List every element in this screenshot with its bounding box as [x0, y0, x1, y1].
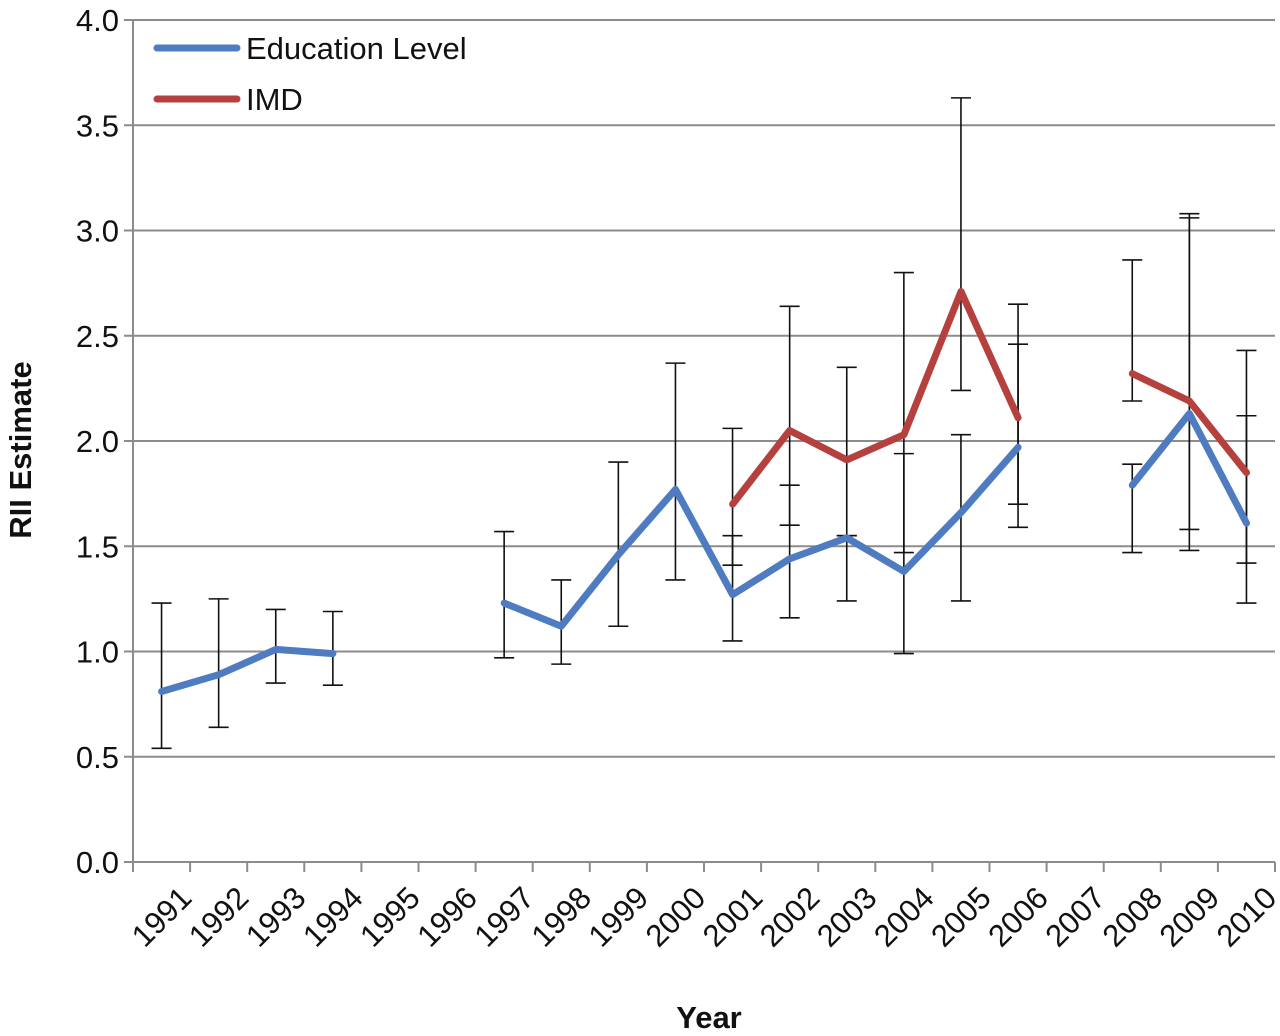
- x-axis-title: Year: [676, 1000, 742, 1035]
- x-tick-label-1997: 1997: [467, 880, 541, 954]
- x-tick-label-2004: 2004: [867, 880, 941, 954]
- y-tick-labels: 0.0 0.5 1.0 1.5 2.0 2.5 3.0 3.5 4.0: [76, 3, 119, 880]
- x-tick-label-1992: 1992: [182, 880, 256, 954]
- x-tick-label-2009: 2009: [1153, 880, 1227, 954]
- y-tick-label: 2.0: [76, 424, 119, 459]
- x-tick-label-1999: 1999: [582, 880, 656, 954]
- y-tick-label: 3.0: [76, 214, 119, 249]
- y-tick-label: 0.5: [76, 740, 119, 775]
- y-tick-label: 1.0: [76, 635, 119, 670]
- x-tick-label-2010: 2010: [1210, 880, 1280, 954]
- legend: Education Level IMD: [153, 31, 467, 117]
- error-bars: [151, 97, 1257, 750]
- x-tick-label-2000: 2000: [639, 880, 713, 954]
- gridlines: [124, 19, 1275, 863]
- x-tick-label-2003: 2003: [810, 880, 884, 954]
- x-tick-label-2002: 2002: [753, 880, 827, 954]
- y-tick-label: 4.0: [76, 3, 119, 38]
- x-tick-label-1994: 1994: [296, 880, 370, 954]
- x-tick-label-1998: 1998: [525, 880, 599, 954]
- x-tick-label-2001: 2001: [696, 880, 770, 954]
- x-tick-label-1995: 1995: [353, 880, 427, 954]
- x-tick-label-2007: 2007: [1038, 880, 1112, 954]
- x-tick-labels: 1991199219931994199519961997199819992000…: [125, 880, 1280, 954]
- x-tick-label-1996: 1996: [410, 880, 484, 954]
- y-axis-title: RII Estimate: [3, 361, 38, 538]
- series-line-education-level: [158, 410, 1250, 695]
- legend-label-education-level: Education Level: [246, 31, 467, 66]
- y-tick-label: 1.5: [76, 529, 119, 564]
- series-lines: [158, 288, 1250, 695]
- x-tick-label-2005: 2005: [924, 880, 998, 954]
- x-tick-label-1993: 1993: [239, 880, 313, 954]
- axes: [132, 20, 1276, 872]
- x-tick-label-2008: 2008: [1096, 880, 1170, 954]
- x-tick-label-1991: 1991: [125, 880, 199, 954]
- y-tick-label: 0.0: [76, 845, 119, 880]
- legend-label-imd: IMD: [246, 82, 303, 117]
- series-line-imd: [729, 288, 1250, 508]
- y-tick-label: 3.5: [76, 108, 119, 143]
- y-tick-label: 2.5: [76, 319, 119, 354]
- x-tick-label-2006: 2006: [981, 880, 1055, 954]
